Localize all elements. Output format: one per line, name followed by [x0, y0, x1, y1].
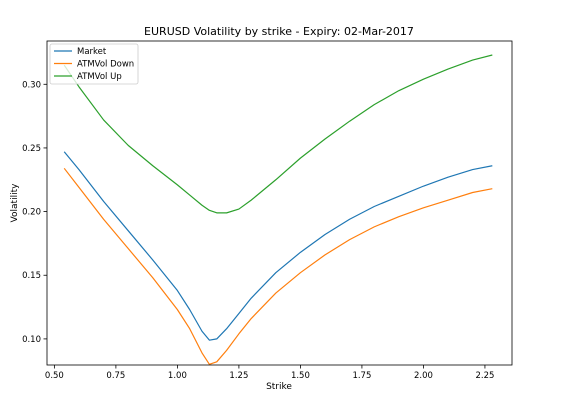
x-tick-label: 0.75	[106, 371, 125, 381]
y-tick-label: 0.15	[22, 271, 41, 281]
y-axis-label: Volatility	[10, 183, 20, 223]
legend-box	[49, 43, 139, 85]
series-line-1	[63, 151, 493, 341]
plot-frame	[46, 40, 513, 366]
x-axis: 0.50 0.75 1.00 1.25 1.50 1.75 2.00 2.25	[45, 365, 494, 381]
series-layer	[63, 54, 493, 365]
x-tick-label: 1.50	[291, 371, 310, 381]
y-tick-label: 0.20	[22, 208, 41, 218]
series-line-2	[63, 167, 493, 365]
x-tick-label: 1.25	[229, 371, 248, 381]
y-tick-label: 0.10	[22, 335, 41, 345]
y-tick-label: 0.30	[22, 80, 41, 90]
legend-label-1: Market	[77, 47, 107, 57]
x-tick-label: 2.25	[475, 371, 494, 381]
legend-label-3: ATMVol Up	[77, 72, 122, 82]
x-tick-label: 2.00	[414, 371, 433, 381]
x-axis-label: Strike	[266, 382, 292, 392]
x-tick-label: 1.00	[168, 371, 187, 381]
legend-label-2: ATMVol Down	[77, 60, 134, 70]
x-tick-label: 1.75	[352, 371, 371, 381]
legend: Market ATMVol Down ATMVol Up	[49, 43, 139, 85]
y-tick-label: 0.25	[22, 144, 41, 154]
y-axis: 0.10 0.15 0.20 0.25 0.30	[22, 80, 47, 345]
series-line-3	[63, 54, 493, 214]
x-tick-label: 0.50	[45, 371, 64, 381]
chart-title: EURUSD Volatility by strike - Expiry: 02…	[144, 25, 414, 38]
